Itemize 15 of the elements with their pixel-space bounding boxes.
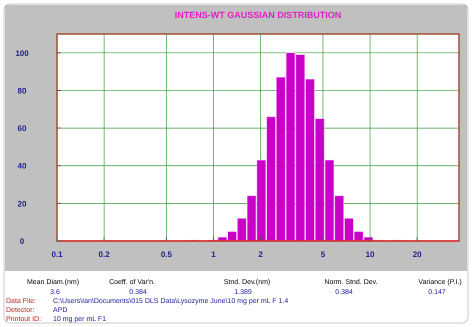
- y-tick-label: 40: [18, 162, 27, 171]
- x-tick-label: 20: [412, 250, 422, 259]
- y-tick-label: 0: [20, 237, 25, 246]
- chart-title: INTENS-WT GAUSSIAN DISTRIBUTION: [174, 10, 342, 20]
- x-tick-label: 0.5: [160, 250, 173, 259]
- y-tick-label: 20: [18, 199, 27, 208]
- y-tick-label: 80: [18, 86, 27, 96]
- x-tick-label: 2: [258, 250, 264, 259]
- y-tick-label: 60: [18, 124, 27, 134]
- y-tick-label: 100: [15, 48, 30, 58]
- x-tick-label: 0.1: [51, 250, 64, 259]
- x-tick-label: 10: [366, 250, 376, 259]
- x-tick-label: 5: [320, 250, 326, 259]
- x-tick-label: 0.2: [98, 250, 110, 259]
- x-tick-label: 1: [211, 250, 216, 259]
